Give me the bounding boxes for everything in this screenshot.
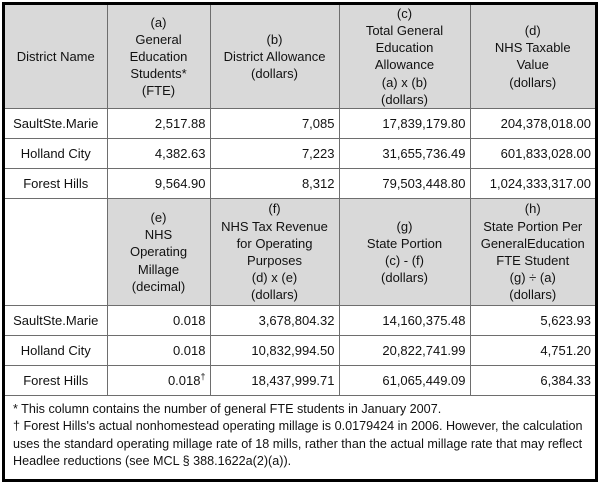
- table-row-holland-city-upper: Holland City 4,382.63 7,223 31,655,736.4…: [5, 137, 595, 169]
- header-row-1: District Name (a) General Education Stud…: [5, 5, 595, 109]
- col-header-f-nhs-tax-revenue: (f) NHS Tax Revenue for Operating Purpos…: [209, 197, 340, 306]
- value-cell-a: 4,382.63: [106, 137, 211, 169]
- district-name-cell: Holland City: [5, 137, 108, 169]
- value-cell-d: 204,378,018.00: [469, 107, 595, 139]
- col-header-b-district-allowance: (b) District Allowance (dollars): [209, 5, 340, 109]
- table-row-forest-hills-lower: Forest Hills 0.018† 18,437,999.71 61,065…: [5, 364, 595, 396]
- value-cell-b: 7,085: [209, 107, 340, 139]
- footnotes-section: * This column contains the number of gen…: [5, 396, 595, 475]
- value-cell-f: 18,437,999.71: [209, 364, 340, 396]
- col-header-e-nhs-operating-millage: (e) NHS Operating Millage (decimal): [106, 197, 211, 306]
- value-cell-c: 17,839,179.80: [338, 107, 471, 139]
- table-row-holland-city-lower: Holland City 0.018 10,832,994.50 20,822,…: [5, 334, 595, 366]
- header-row-2: (e) NHS Operating Millage (decimal) (f) …: [5, 197, 595, 306]
- value-cell-d: 601,833,028.00: [469, 137, 595, 169]
- value-cell-e: 0.018: [106, 334, 211, 366]
- col-header-d-nhs-taxable-value: (d) NHS Taxable Value (dollars): [469, 5, 595, 109]
- district-name-cell: Holland City: [5, 334, 108, 366]
- col-header-g-state-portion: (g) State Portion (c) - (f) (dollars): [338, 197, 471, 306]
- table-row-sault-ste-marie-lower: SaultSte.Marie 0.018 3,678,804.32 14,160…: [5, 304, 595, 336]
- value-cell-e: 0.018: [106, 304, 211, 336]
- value-cell-b: 7,223: [209, 137, 340, 169]
- value-cell-a: 2,517.88: [106, 107, 211, 139]
- col-header-c-total-general-education-allowance: (c) Total General Education Allowance (a…: [338, 5, 471, 109]
- value-cell-a: 9,564.90: [106, 167, 211, 199]
- district-name-cell: Forest Hills: [5, 167, 108, 199]
- value-cell-g: 14,160,375.48: [338, 304, 471, 336]
- col-header-h-state-portion-per-fte: (h) State Portion Per GeneralEducation F…: [469, 197, 595, 306]
- value-cell-d: 1,024,333,317.00: [469, 167, 595, 199]
- footnote-asterisk: * This column contains the number of gen…: [13, 401, 442, 416]
- district-name-cell: SaultSte.Marie: [5, 304, 108, 336]
- footnote-dagger: † Forest Hills's actual nonhomestead ope…: [13, 419, 583, 469]
- district-name-cell: Forest Hills: [5, 364, 108, 396]
- millage-value: 0.018: [172, 342, 206, 358]
- value-cell-g: 20,822,741.99: [338, 334, 471, 366]
- value-cell-h: 4,751.20: [469, 334, 595, 366]
- value-cell-g: 61,065,449.09: [338, 364, 471, 396]
- table-row-forest-hills-upper: Forest Hills 9,564.90 8,312 79,503,448.8…: [5, 167, 595, 199]
- dagger-marker: †: [200, 371, 206, 382]
- value-cell-h: 6,384.33: [469, 364, 595, 396]
- value-cell-f: 10,832,994.50: [209, 334, 340, 366]
- school-funding-table: District Name (a) General Education Stud…: [5, 5, 595, 396]
- millage-value: 0.018: [172, 312, 206, 328]
- col-header-blank: [5, 197, 108, 306]
- value-cell-f: 3,678,804.32: [209, 304, 340, 336]
- col-header-a-general-education-students: (a) General Education Students* (FTE): [106, 5, 211, 109]
- millage-value: 0.018: [167, 372, 201, 388]
- col-header-district-name: District Name: [5, 5, 108, 109]
- table-row-sault-ste-marie-upper: SaultSte.Marie 2,517.88 7,085 17,839,179…: [5, 107, 595, 139]
- value-cell-e: 0.018†: [106, 364, 211, 396]
- value-cell-b: 8,312: [209, 167, 340, 199]
- district-name-cell: SaultSte.Marie: [5, 107, 108, 139]
- value-cell-c: 79,503,448.80: [338, 167, 471, 199]
- value-cell-h: 5,623.93: [469, 304, 595, 336]
- value-cell-c: 31,655,736.49: [338, 137, 471, 169]
